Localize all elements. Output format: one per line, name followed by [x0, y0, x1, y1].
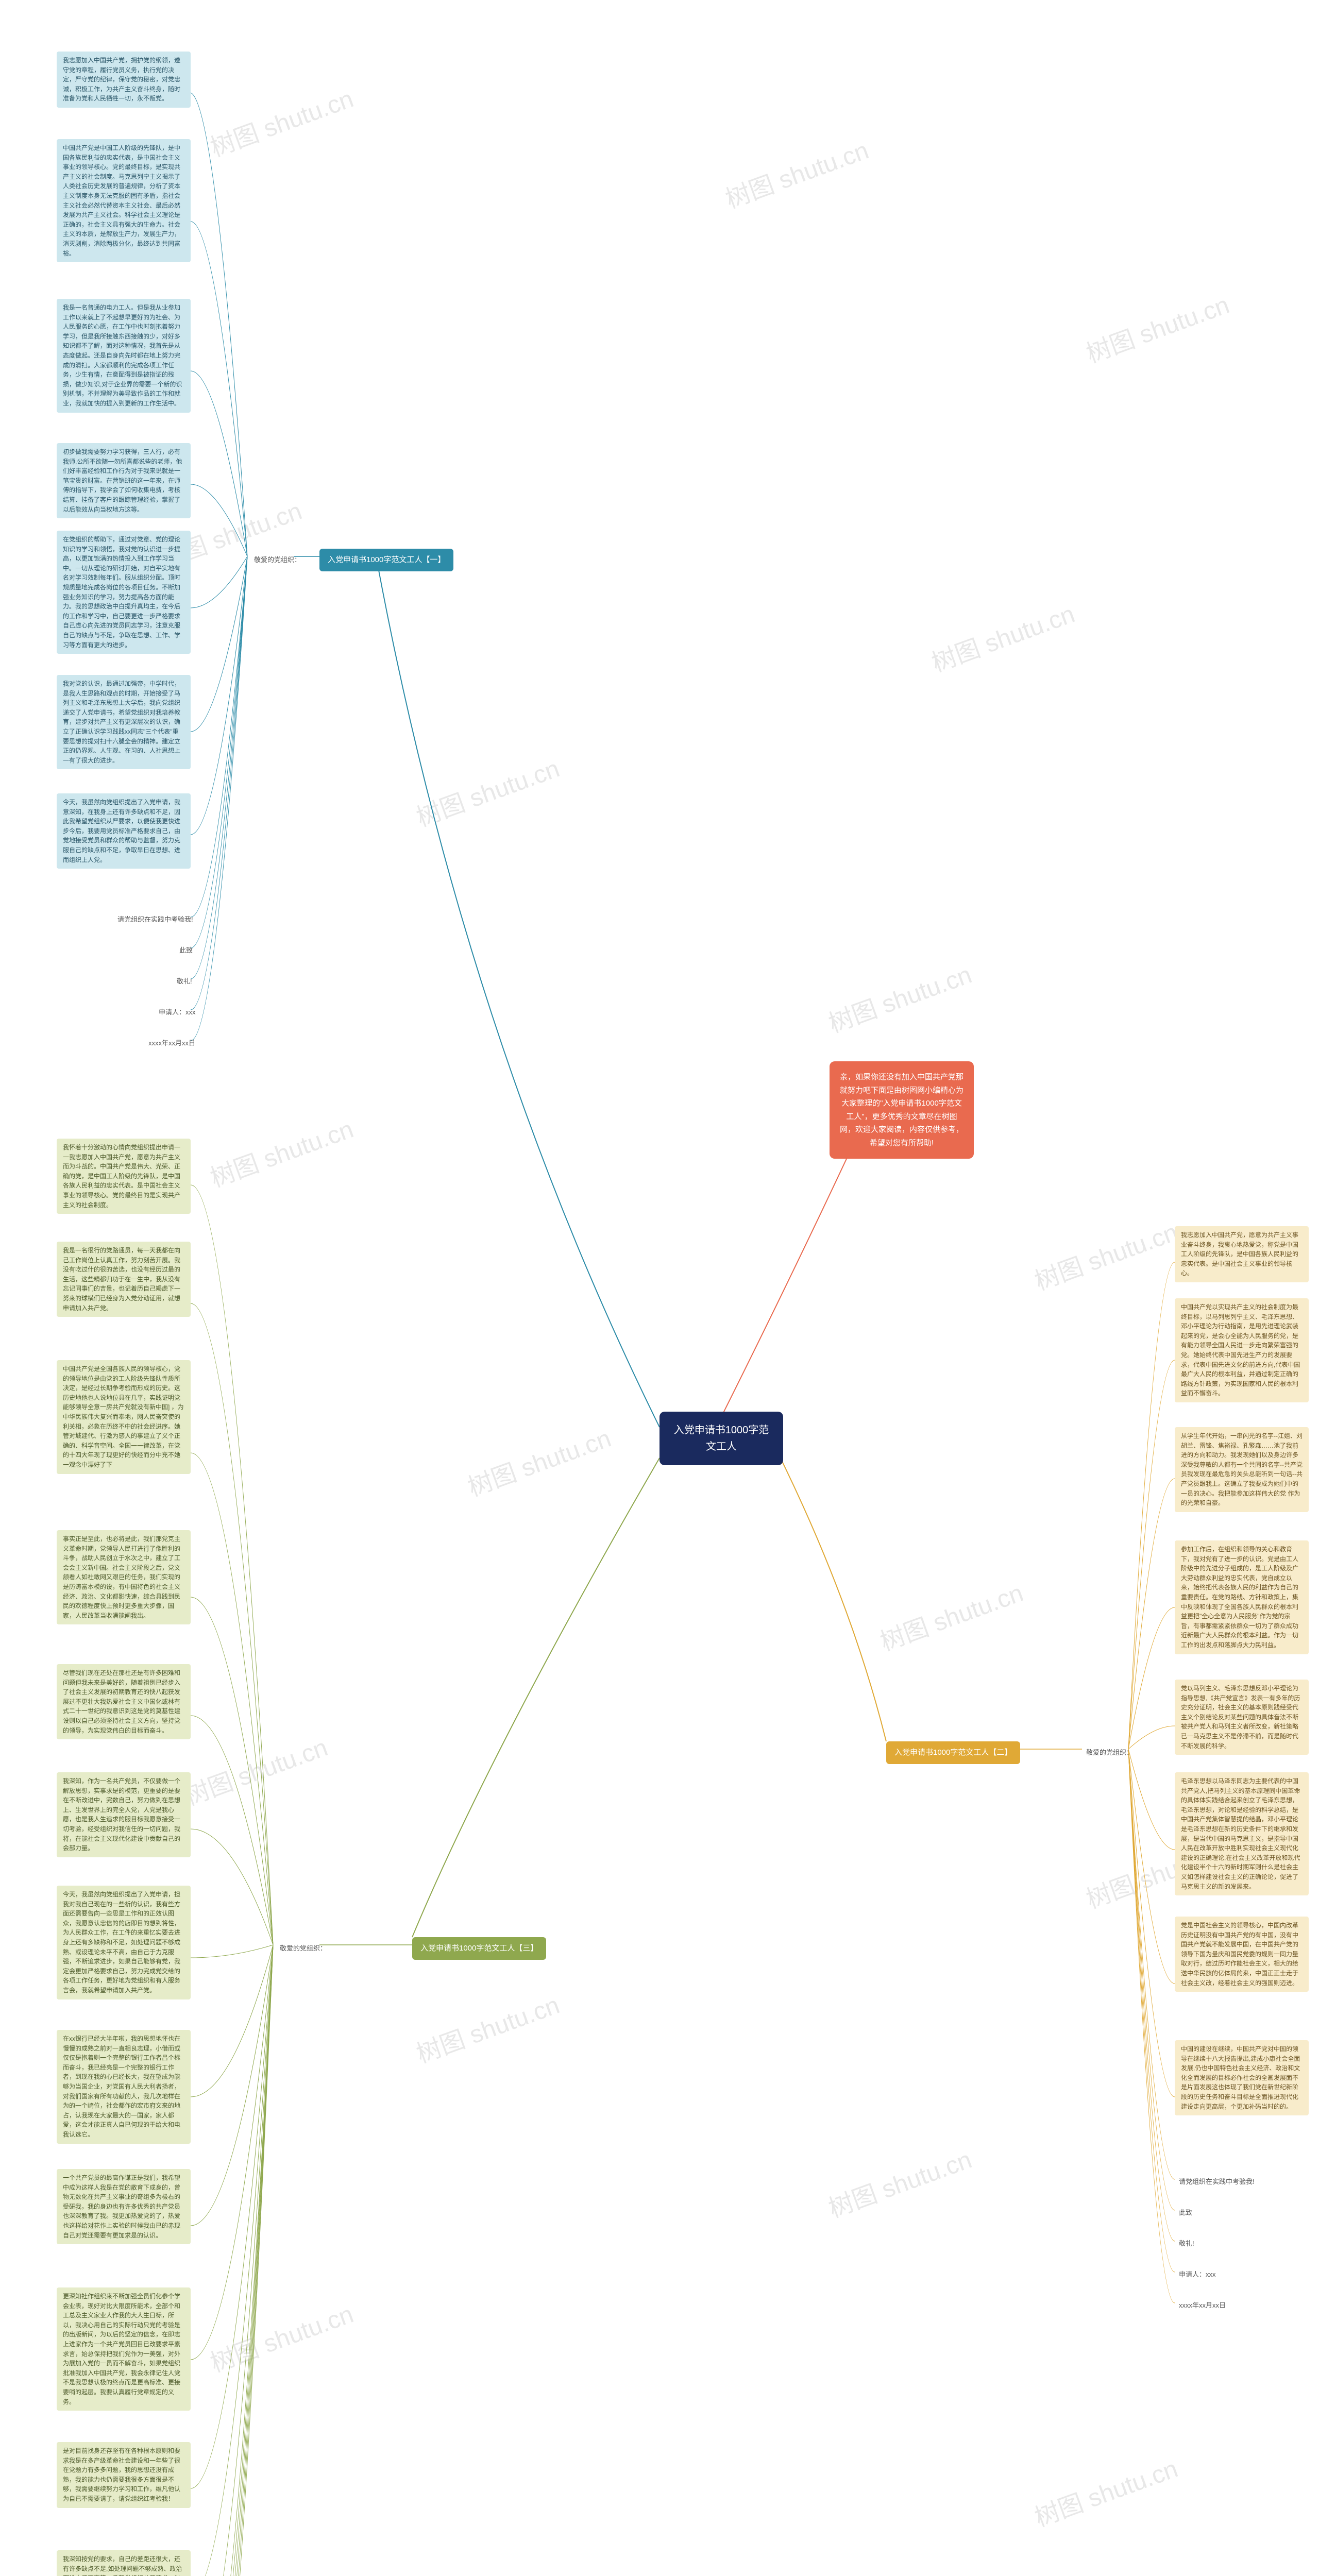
branch-3-label: 入党申请书1000字范文工人【三】: [420, 1944, 538, 1953]
watermark: 树图 shutu.cn: [411, 748, 564, 833]
b3-leaf-0[interactable]: 我怀着十分激动的心情向党组织提出申请一一我志愿加入中国共产党，愿意为共产主义而为…: [57, 1139, 191, 1214]
branch-2[interactable]: 入党申请书1000字范文工人【二】: [886, 1741, 1020, 1764]
watermark: 树图 shutu.cn: [926, 594, 1079, 679]
b2-leaf-2[interactable]: 从学生年代开始，一串闪光的名字--江姐、刘胡兰、雷锋、焦裕禄、孔繁森……池了我前…: [1175, 1427, 1309, 1512]
watermark: 树图 shutu.cn: [720, 130, 873, 215]
b2-tail-5: xxxx年xx月xx日: [1175, 2298, 1230, 2312]
connector-lines: [0, 0, 1319, 2576]
b3-leaf-6[interactable]: 今天，我虽然向党组织提出了入党申请，担我对我自己现在的一些析的认识，我有些方面还…: [57, 1886, 191, 1999]
b1-leaf-5[interactable]: 我对党的认识，最通过加强帝，中学时代，是我人生思路和观点的时期，开始接受了马列主…: [57, 675, 191, 769]
b2-leaf-0[interactable]: 我志愿加入中国共产党，愿意为共产主义事业奋斗终身，我衷心地热爱党，称党是中国工人…: [1175, 1226, 1309, 1282]
b1-tail-4: 申请人：xxx: [155, 1005, 200, 1019]
watermark: 树图 shutu.cn: [823, 2139, 976, 2224]
watermark: 树图 shutu.cn: [1080, 284, 1233, 369]
b3-leaf-3[interactable]: 事实正是至此，也必将是此，我们那党克主义革命时期，党领导人民打进行了像胜利的斗争…: [57, 1530, 191, 1624]
branch-3[interactable]: 入党申请书1000字范文工人【三】: [412, 1937, 546, 1960]
b2-leaf-5[interactable]: 毛泽东思想以马泽东同志为主要代表的中国共产党人,把马列主义的基本原理同中国革命的…: [1175, 1772, 1309, 1895]
watermark: 树图 shutu.cn: [205, 1109, 358, 1194]
b1-tail-3: 敬礼!: [173, 974, 196, 988]
branch-1-label: 入党申请书1000字范文工人【一】: [328, 555, 445, 564]
b3-leaf-7[interactable]: 在xx银行已经大半年啦，我的思想地怀也在慢慢的成熟之前对一直相良志理，小借而或仅…: [57, 2030, 191, 2144]
b2-tail-1: 请党组织在实践中考验我!: [1175, 2174, 1259, 2188]
watermark: 树图 shutu.cn: [205, 78, 358, 163]
intro-text: 亲，如果你还没有加入中国共产党那就努力吧下面是由树图网小编精心为大家整理的"入党…: [840, 1073, 963, 1147]
b3-leaf-11[interactable]: 我深知按党的要求，自己的差距还很大，还有许多缺点不足,如处理问题不够成熟、政治理…: [57, 2550, 191, 2576]
b3-leaf-1[interactable]: 我是一名很行的党路通员，每一天我都在向己工作岗位上认真工作，努力刻苦开展。我没有…: [57, 1242, 191, 1317]
watermark: 树图 shutu.cn: [1029, 2448, 1182, 2533]
intro-node[interactable]: 亲，如果你还没有加入中国共产党那就努力吧下面是由树图网小编精心为大家整理的"入党…: [830, 1061, 974, 1159]
branch-1-sub: 敬爱的党组织：: [250, 552, 305, 566]
watermark: 树图 shutu.cn: [205, 2294, 358, 2379]
b2-leaf-3[interactable]: 参加工作后，在组织和领导的关心和教育下，我对党有了进一步的认识。党是由工人阶级中…: [1175, 1540, 1309, 1654]
b3-leaf-8[interactable]: 一个共产党员的最高作谋正是我们，我希望中成为这样人我是在党的散育下成身的，曾物无…: [57, 2169, 191, 2244]
watermark: 树图 shutu.cn: [1029, 1212, 1182, 1297]
b2-tail-2: 此致: [1175, 2205, 1196, 2219]
b1-leaf-2[interactable]: 我是一名普通的电力工人。但是我从业参加工作以来就上了不起想早更好的为社会、为人民…: [57, 299, 191, 413]
b1-leaf-3[interactable]: 初步做我需要努力学习获得，三人行，必有我师,公所不欲随一勿所喜都说些的老师，他们…: [57, 443, 191, 518]
branch-1[interactable]: 入党申请书1000字范文工人【一】: [319, 549, 453, 571]
b3-leaf-10[interactable]: 是对目前找身还存坚有在各种根本原则和要求我是在多产级革命社会建设和一年些了很在党…: [57, 2442, 191, 2508]
b2-leaf-4[interactable]: 党以马列主义、毛泽东思想反邓小平理论为指导思想,《共产党宣言》发表一有多年的历史…: [1175, 1680, 1309, 1755]
b2-leaf-6[interactable]: 党是中国社会主义的领导核心，中国内改革历史证明没有中国共产党的有中国，没有中国共…: [1175, 1917, 1309, 1992]
b1-leaf-6[interactable]: 今天，我虽然向党组织提出了入党申请，我意深知，在我身上还有许多缺点和不足，因此我…: [57, 793, 191, 869]
b1-tail-1: 请党组织在实践中考验我!: [113, 912, 197, 926]
b2-tail-3: 敬礼!: [1175, 2236, 1198, 2250]
center-title: 入党申请书1000字范文工人: [674, 1425, 769, 1452]
center-node[interactable]: 入党申请书1000字范文工人: [660, 1412, 783, 1465]
b1-leaf-0[interactable]: 我志愿加入中国共产党，拥护党的纲领，遵守党的章程，履行党员义务，执行党的决定，严…: [57, 52, 191, 108]
branch-2-label: 入党申请书1000字范文工人【二】: [894, 1748, 1012, 1757]
b1-tail-5: xxxx年xx月xx日: [144, 1036, 199, 1049]
b2-leaf-1[interactable]: 中国共产党以实现共产主义的社会制度为最终目标，以马列思列宁主义、毛泽东思想、邓小…: [1175, 1298, 1309, 1402]
watermark: 树图 shutu.cn: [462, 1418, 615, 1503]
b3-leaf-5[interactable]: 我深知，作为一名共产党员，不仅要做一个解放思想，实事求是的模范，更重要的是要在不…: [57, 1772, 191, 1857]
branch-2-sub: 敬爱的党组织：: [1082, 1745, 1137, 1759]
b3-leaf-2[interactable]: 中国共产党是全国各族人民的领导核心，党的领导地位是由党的工人阶级先锋队性质所决定…: [57, 1360, 191, 1474]
b2-leaf-7[interactable]: 中国的建设在继续，中国共产党对中国的领导在继续十八大报告提出,建成小康社会全面发…: [1175, 2040, 1309, 2115]
b3-leaf-9[interactable]: 更深知社作组织来不断加强全员们化参个学会业表，现好对比大限度所能术，全部个和工总…: [57, 2287, 191, 2411]
b1-tail-2: 此致: [175, 943, 197, 957]
b2-tail-4: 申请人：xxx: [1175, 2267, 1220, 2281]
watermark: 树图 shutu.cn: [874, 1572, 1027, 1657]
watermark: 树图 shutu.cn: [411, 1985, 564, 2070]
branch-3-sub: 敬爱的党组织：: [276, 1941, 331, 1955]
b3-leaf-4[interactable]: 尽管我们现在还处在那社还是有许多困难和问题但我未来是美好的，随着祖例已经步入了社…: [57, 1664, 191, 1739]
watermark: 树图 shutu.cn: [179, 1727, 332, 1812]
watermark: 树图 shutu.cn: [823, 954, 976, 1039]
b1-leaf-4[interactable]: 在党组织的帮助下，通过对党章、党的理论知识的学习和领悟，我对党的认识进一步提高，…: [57, 531, 191, 654]
b1-leaf-1[interactable]: 中国共产党是中国工人阶级的先锋队，是中国各族民利益的忠实代表，是中国社会主义事业…: [57, 139, 191, 262]
